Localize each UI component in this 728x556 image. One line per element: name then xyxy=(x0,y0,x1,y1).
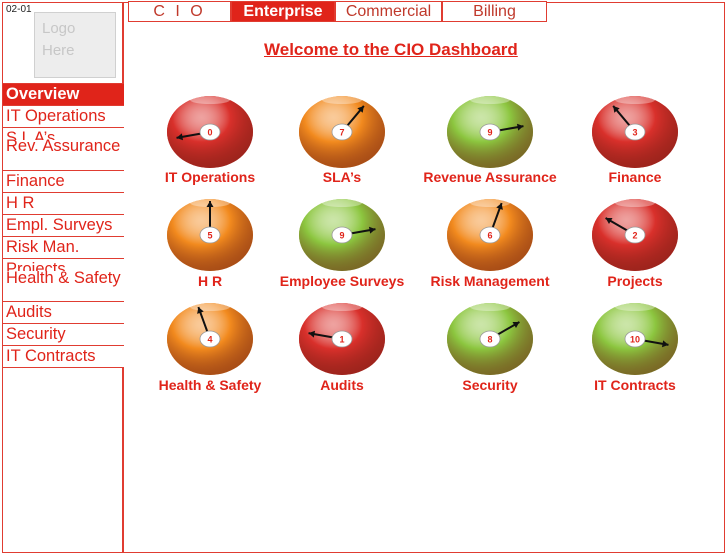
sidebar-item-security[interactable]: Security xyxy=(3,323,124,346)
gauge-label-finance: Finance xyxy=(608,169,662,185)
needle-arrow-icon xyxy=(512,321,520,329)
gauge-value: 6 xyxy=(487,231,492,241)
gauge-hub xyxy=(479,330,501,348)
gauge-value: 0 xyxy=(207,128,212,138)
gauge-value: 4 xyxy=(207,335,212,345)
gauge-value: 1 xyxy=(339,335,344,345)
sidebar-item-it-operations[interactable]: IT Operations xyxy=(3,104,124,128)
gauge-health-safety[interactable]: 4 xyxy=(165,301,255,375)
gauge-it-contracts[interactable]: 10 xyxy=(590,301,680,375)
gauge-it-operations[interactable]: 0 xyxy=(165,94,255,168)
needle-arrow-icon xyxy=(661,340,669,348)
gauge-slas[interactable]: 7 xyxy=(297,94,387,168)
gauge-label-audits: Audits xyxy=(320,377,364,393)
gauge-hub xyxy=(199,330,221,348)
gauge-value: 7 xyxy=(339,128,344,138)
gauge-employee-surveys[interactable]: 9 xyxy=(297,197,387,271)
gauge-risk-management[interactable]: 6 xyxy=(445,197,535,271)
slide-id: 02-01 xyxy=(6,4,32,15)
tab-cio[interactable]: C I O xyxy=(128,1,231,22)
sidebar-item-health-safety[interactable]: Health & Safety xyxy=(3,270,124,303)
gauge-label-employee-surveys: Employee Surveys xyxy=(279,273,405,289)
gauge-label-projects: Projects xyxy=(607,273,663,289)
gauge-projects[interactable]: 2 xyxy=(590,197,680,271)
gauge-revenue-assurance[interactable]: 9 xyxy=(445,94,535,168)
needle-arrow-icon xyxy=(368,226,376,234)
gauge-finance[interactable]: 3 xyxy=(590,94,680,168)
gauge-hub xyxy=(624,123,646,141)
gauge-hub xyxy=(331,330,353,348)
gauge-audits[interactable]: 1 xyxy=(297,301,387,375)
sidebar: Overview IT Operations S L A’s Rev. Assuran… xyxy=(3,83,124,368)
sidebar-item-audits[interactable]: Audits xyxy=(3,301,124,325)
gauge-hub xyxy=(199,226,221,244)
tab-enterprise[interactable]: Enterprise xyxy=(231,1,335,22)
needle-arrow-icon xyxy=(613,105,620,113)
needle-arrow-icon xyxy=(206,201,214,207)
gauge-label-risk-management: Risk Management xyxy=(430,273,550,289)
gauge-hub xyxy=(479,226,501,244)
gauge-hub xyxy=(331,123,353,141)
gauge-hub xyxy=(479,123,501,141)
tab-billing[interactable]: Billing xyxy=(442,1,547,22)
sidebar-item-it-contracts[interactable]: IT Contracts xyxy=(3,344,124,368)
top-navigation: C I O Enterprise Commercial Billing xyxy=(128,1,547,23)
logo-text: Logo Here xyxy=(42,20,76,59)
logo-placeholder xyxy=(34,12,116,78)
gauge-value: 2 xyxy=(632,231,637,241)
sidebar-item-empl-surveys[interactable]: Empl. Surveys xyxy=(3,213,124,237)
sidebar-item-overview[interactable]: Overview xyxy=(3,83,124,106)
gauge-hub xyxy=(331,226,353,244)
gauge-value: 9 xyxy=(339,231,344,241)
gauge-label-it-contracts: IT Contracts xyxy=(594,377,676,393)
gauge-value: 10 xyxy=(630,335,640,345)
needle-arrow-icon xyxy=(197,307,204,314)
gauge-hub xyxy=(624,226,646,244)
sidebar-item-rev-assurance[interactable]: Rev. Assurance xyxy=(3,138,124,172)
sidebar-item-risk-man[interactable]: Risk Man. xyxy=(3,235,124,259)
gauge-value: 5 xyxy=(207,231,212,241)
gauge-value: 9 xyxy=(487,128,492,138)
gauge-value: 3 xyxy=(632,128,637,138)
gauge-security[interactable]: 8 xyxy=(445,301,535,375)
needle-arrow-icon xyxy=(496,203,503,210)
needle-arrow-icon xyxy=(176,133,184,141)
needle-arrow-icon xyxy=(516,123,524,131)
sidebar-item-finance[interactable]: Finance xyxy=(3,170,124,194)
gauge-label-it-operations: IT Operations xyxy=(164,169,256,185)
gauge-label-health-safety: Health & Safety xyxy=(158,377,262,393)
gauge-hub xyxy=(624,330,646,348)
gauge-label-security: Security xyxy=(462,377,518,393)
gauge-hub xyxy=(199,123,221,141)
needle-arrow-icon xyxy=(308,330,316,338)
needle-arrow-icon xyxy=(605,217,613,225)
needle-arrow-icon xyxy=(357,105,364,113)
sidebar-item-hr[interactable]: H R xyxy=(3,192,124,215)
gauge-hr[interactable]: 5 xyxy=(165,197,255,271)
tab-commercial[interactable]: Commercial xyxy=(335,1,442,22)
gauge-value: 8 xyxy=(487,335,492,345)
page-title: Welcome to the CIO Dashboard xyxy=(264,40,518,59)
gauge-label-slas: SLA’s xyxy=(322,169,362,185)
gauge-label-hr: H R xyxy=(197,273,223,289)
gauge-label-revenue-assurance: Revenue Assurance xyxy=(423,169,557,185)
